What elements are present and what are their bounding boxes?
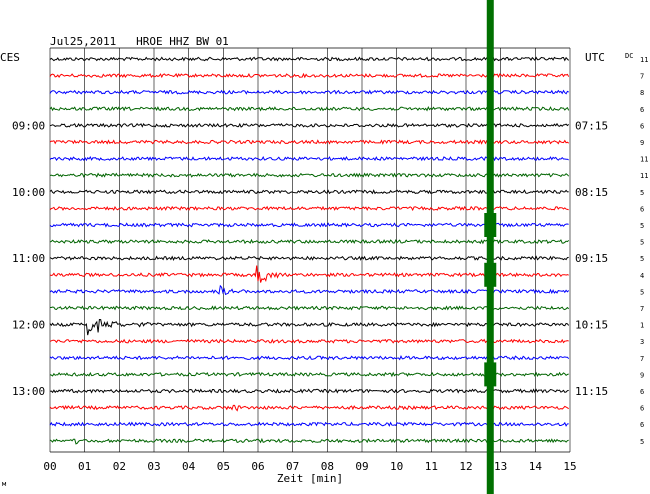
trace-2 bbox=[49, 72, 570, 79]
trace-6 bbox=[49, 139, 570, 145]
labels: Jul25,2011 HROE HHZ BW 01 CES UTC DC Zei… bbox=[0, 35, 633, 488]
x-tick-label-02: 02 bbox=[113, 460, 126, 473]
left-hour-label: 12:00 bbox=[12, 319, 45, 332]
trace-3 bbox=[49, 89, 569, 95]
dc-value-6: 9 bbox=[640, 139, 644, 147]
trace-21 bbox=[49, 388, 569, 394]
marker-blob-3 bbox=[484, 362, 497, 387]
dc-value-7: 11 bbox=[640, 156, 648, 164]
dc-value-12: 5 bbox=[640, 239, 644, 247]
x-tick-label-08: 08 bbox=[321, 460, 334, 473]
dc-label: DC bbox=[625, 52, 633, 60]
dc-value-5: 6 bbox=[640, 122, 644, 130]
dc-value-20: 9 bbox=[640, 371, 644, 379]
grid-lines bbox=[49, 47, 571, 453]
footnote-mark: м bbox=[2, 480, 7, 488]
x-tick-label-12: 12 bbox=[459, 460, 472, 473]
trace-13 bbox=[49, 255, 569, 261]
dc-value-21: 6 bbox=[640, 388, 644, 396]
x-tick-label-11: 11 bbox=[425, 460, 438, 473]
left-hour-label: 09:00 bbox=[12, 119, 45, 132]
trace-19 bbox=[49, 354, 570, 361]
right-hour-label: 07:15 bbox=[575, 119, 608, 132]
hour-labels: 09:00 10:00 11:00 12:00 13:00 07:15 08:15 09:15… bbox=[12, 119, 608, 398]
right-hour-label: 10:15 bbox=[575, 319, 608, 332]
right-hour-label: 09:15 bbox=[575, 252, 608, 265]
left-zone-label: CES bbox=[0, 51, 20, 64]
dc-value-11: 5 bbox=[640, 222, 644, 230]
trace-8 bbox=[49, 172, 570, 178]
dc-value-8: 11 bbox=[640, 172, 648, 180]
dc-value-10: 6 bbox=[640, 205, 644, 213]
trace-9 bbox=[49, 189, 569, 195]
trace-16 bbox=[50, 305, 570, 311]
dc-value-13: 5 bbox=[640, 255, 644, 263]
trace-18 bbox=[49, 338, 569, 344]
x-axis-label: Zeit [min] bbox=[277, 472, 343, 485]
x-tick-label-03: 03 bbox=[147, 460, 160, 473]
dc-value-9: 5 bbox=[640, 189, 644, 197]
trace-22 bbox=[49, 404, 569, 412]
trace-20 bbox=[49, 371, 569, 378]
dc-value-16: 7 bbox=[640, 305, 644, 313]
right-hour-label: 11:15 bbox=[575, 385, 608, 398]
dc-values: 11 7 8 6 6 9 11 11 5 6 5 5 5 4 5 7 1 3 7 9 6 6 6 5 bbox=[640, 56, 648, 446]
x-tick-label-09: 09 bbox=[355, 460, 368, 473]
x-tick-label-15: 15 bbox=[563, 460, 576, 473]
trace-1 bbox=[49, 56, 570, 62]
seismic-traces bbox=[49, 56, 570, 445]
vertical-marker bbox=[484, 0, 497, 494]
dc-value-18: 3 bbox=[640, 338, 644, 346]
left-hour-label: 13:00 bbox=[12, 385, 45, 398]
right-zone-label: UTC bbox=[585, 51, 605, 64]
marker-blob-2 bbox=[484, 262, 497, 287]
x-tick-labels: 00 01 02 03 04 05 06 07 08 09 10 11 12 13 14 15 bbox=[43, 460, 576, 473]
marker-blob-1 bbox=[484, 213, 497, 237]
dc-value-15: 5 bbox=[640, 288, 644, 296]
trace-4 bbox=[49, 106, 570, 112]
x-tick-label-05: 05 bbox=[217, 460, 230, 473]
trace-11 bbox=[49, 222, 569, 228]
trace-7 bbox=[49, 155, 569, 162]
dc-value-3: 8 bbox=[640, 89, 644, 97]
dc-value-4: 6 bbox=[640, 106, 644, 114]
x-tick-label-04: 04 bbox=[182, 460, 196, 473]
trace-12 bbox=[49, 238, 570, 245]
dc-value-1: 11 bbox=[640, 56, 648, 64]
dc-value-23: 6 bbox=[640, 421, 644, 429]
trace-24 bbox=[49, 437, 569, 445]
trace-23 bbox=[49, 421, 569, 427]
left-hour-label: 10:00 bbox=[12, 186, 45, 199]
dc-value-2: 7 bbox=[640, 73, 644, 81]
marker-bar bbox=[486, 0, 494, 494]
trace-15 bbox=[49, 284, 570, 296]
x-tick-label-00: 00 bbox=[43, 460, 56, 473]
dc-value-24: 5 bbox=[640, 438, 644, 446]
dc-value-17: 1 bbox=[640, 322, 644, 330]
x-tick-label-13: 13 bbox=[494, 460, 507, 473]
left-hour-label: 11:00 bbox=[12, 252, 45, 265]
trace-5 bbox=[49, 122, 570, 128]
x-tick-label-06: 06 bbox=[251, 460, 264, 473]
trace-14 bbox=[49, 265, 569, 283]
dc-value-19: 7 bbox=[640, 355, 644, 363]
x-tick-label-01: 01 bbox=[78, 460, 91, 473]
x-tick-label-14: 14 bbox=[529, 460, 543, 473]
trace-17 bbox=[49, 318, 570, 336]
right-hour-label: 08:15 bbox=[575, 186, 608, 199]
chart-title: Jul25,2011 HROE HHZ BW 01 bbox=[50, 35, 229, 48]
trace-10 bbox=[49, 205, 569, 212]
x-tick-label-10: 10 bbox=[390, 460, 403, 473]
dc-value-22: 6 bbox=[640, 405, 644, 413]
dc-value-14: 4 bbox=[640, 272, 644, 280]
x-tick-label-07: 07 bbox=[286, 460, 299, 473]
